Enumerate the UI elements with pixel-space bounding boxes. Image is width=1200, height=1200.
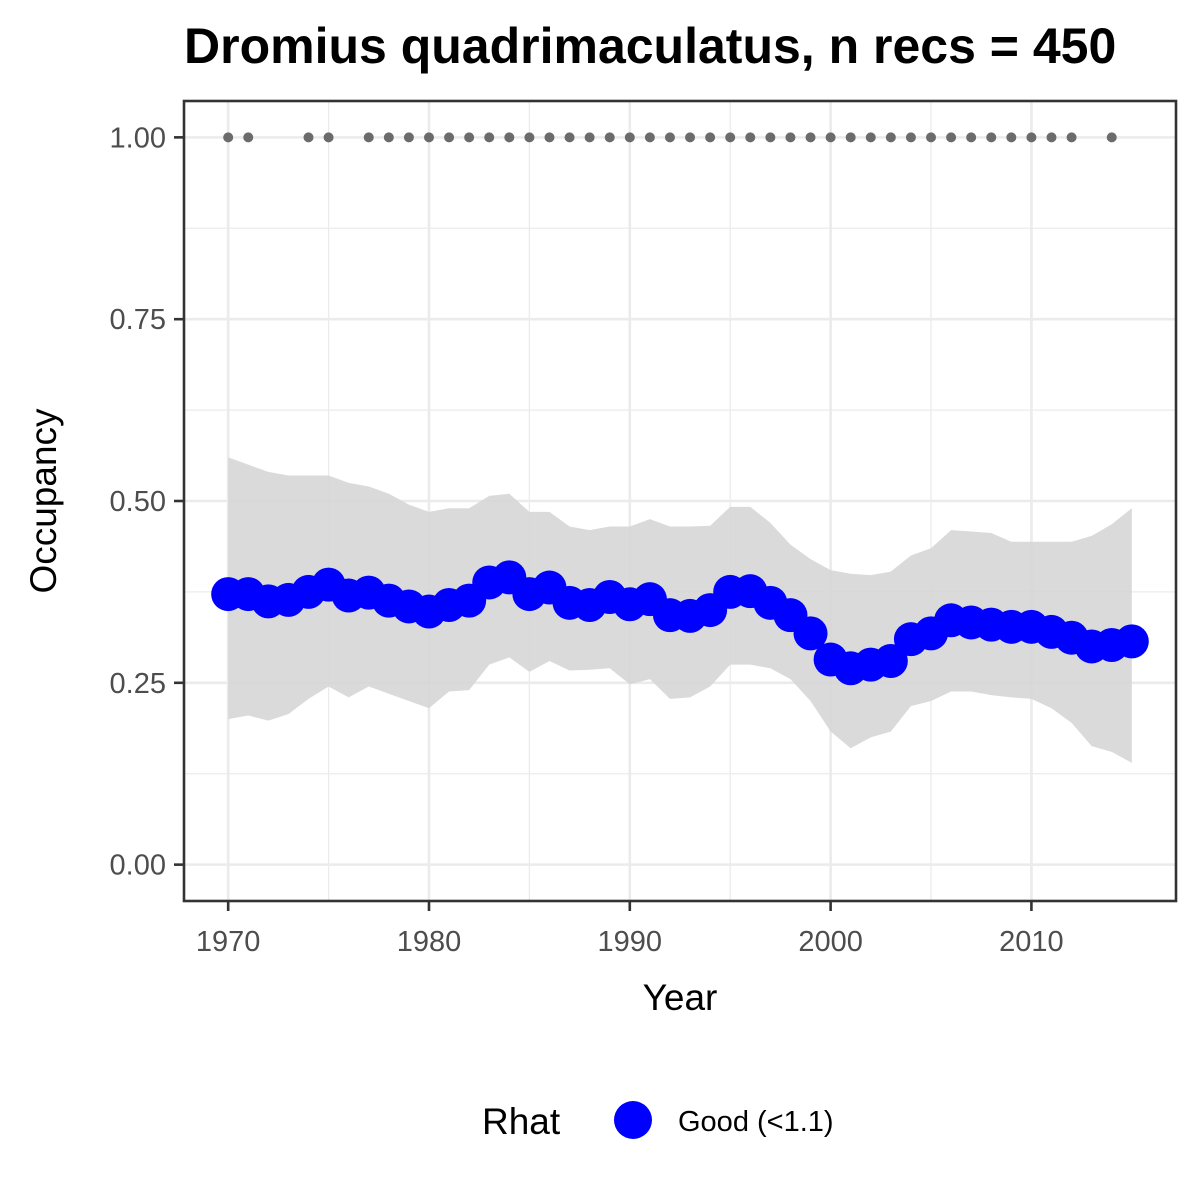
record-point bbox=[664, 132, 675, 143]
legend-label-good: Good (<1.1) bbox=[678, 1106, 834, 1138]
legend-key-good bbox=[614, 1101, 652, 1139]
x-axis-title: Year bbox=[643, 977, 718, 1018]
record-point bbox=[423, 132, 434, 143]
record-point bbox=[845, 132, 856, 143]
record-point bbox=[403, 132, 414, 143]
x-tick-label: 1970 bbox=[196, 926, 261, 958]
record-point bbox=[1026, 132, 1037, 143]
record-point bbox=[785, 132, 796, 143]
record-point bbox=[805, 132, 816, 143]
record-point bbox=[986, 132, 997, 143]
y-tick-label: 0.25 bbox=[110, 668, 166, 700]
record-point bbox=[564, 132, 575, 143]
occupancy-point bbox=[1114, 624, 1149, 659]
record-point bbox=[885, 132, 896, 143]
record-point bbox=[705, 132, 716, 143]
record-point bbox=[946, 132, 957, 143]
record-point bbox=[604, 132, 615, 143]
x-tick-label: 1980 bbox=[397, 926, 462, 958]
record-point bbox=[926, 132, 937, 143]
record-point bbox=[725, 132, 736, 143]
x-tick-label: 2010 bbox=[999, 926, 1064, 958]
record-point bbox=[544, 132, 555, 143]
y-tick-label: 0.50 bbox=[110, 486, 166, 518]
record-point bbox=[825, 132, 836, 143]
x-tick-label: 1990 bbox=[598, 926, 663, 958]
legend-title: Rhat bbox=[482, 1101, 561, 1142]
record-point bbox=[524, 132, 535, 143]
record-point bbox=[323, 132, 334, 143]
record-point bbox=[223, 132, 234, 143]
record-point bbox=[484, 132, 495, 143]
record-point bbox=[1066, 132, 1077, 143]
x-axis: 1970 1980 1990 2000 2010 bbox=[196, 901, 1064, 958]
y-axis: 0.00 0.25 0.50 0.75 1.00 bbox=[110, 122, 184, 882]
record-point bbox=[464, 132, 475, 143]
record-point bbox=[865, 132, 876, 143]
record-point bbox=[584, 132, 595, 143]
record-point bbox=[383, 132, 394, 143]
record-point bbox=[1046, 132, 1057, 143]
record-point bbox=[303, 132, 314, 143]
y-axis-title: Occupancy bbox=[23, 408, 64, 594]
y-tick-label: 0.00 bbox=[110, 850, 166, 882]
legend: Rhat Good (<1.1) bbox=[482, 1101, 834, 1142]
record-point bbox=[243, 132, 254, 143]
occupancy-point bbox=[873, 644, 908, 678]
record-points bbox=[223, 132, 1117, 143]
record-point bbox=[685, 132, 696, 143]
record-point bbox=[1006, 132, 1017, 143]
record-point bbox=[905, 132, 916, 143]
chart-title: Dromius quadrimaculatus, n recs = 450 bbox=[184, 18, 1116, 74]
record-point bbox=[624, 132, 635, 143]
record-point bbox=[1106, 132, 1117, 143]
record-point bbox=[363, 132, 374, 143]
y-tick-label: 0.75 bbox=[110, 304, 166, 336]
record-point bbox=[765, 132, 776, 143]
record-point bbox=[444, 132, 455, 143]
record-point bbox=[504, 132, 515, 143]
record-point bbox=[745, 132, 756, 143]
y-tick-label: 1.00 bbox=[110, 122, 166, 154]
record-point bbox=[644, 132, 655, 143]
occupancy-point bbox=[793, 616, 828, 651]
occupancy-points bbox=[211, 560, 1149, 686]
x-tick-label: 2000 bbox=[798, 926, 863, 958]
record-point bbox=[966, 132, 977, 143]
